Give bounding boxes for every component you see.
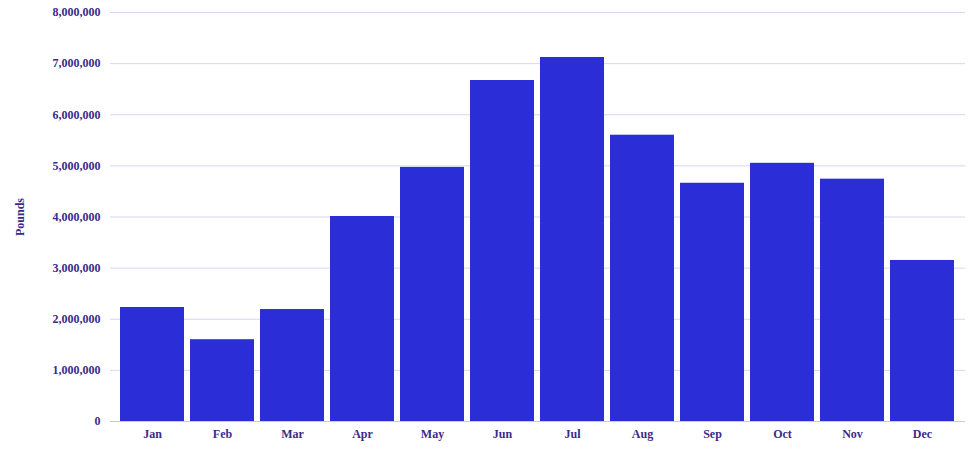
svg-text:Jul: Jul <box>564 427 581 441</box>
svg-text:Sep: Sep <box>703 427 722 441</box>
svg-text:Pounds: Pounds <box>13 198 27 236</box>
svg-text:3,000,000: 3,000,000 <box>53 261 101 275</box>
svg-text:1,000,000: 1,000,000 <box>53 363 101 377</box>
svg-text:4,000,000: 4,000,000 <box>53 210 101 224</box>
svg-text:Aug: Aug <box>632 427 653 441</box>
svg-text:0: 0 <box>95 414 101 428</box>
svg-text:7,000,000: 7,000,000 <box>53 56 101 70</box>
svg-text:Mar: Mar <box>281 427 304 441</box>
svg-text:May: May <box>421 427 444 441</box>
svg-text:Dec: Dec <box>913 427 933 441</box>
svg-text:Jan: Jan <box>143 427 162 441</box>
svg-text:5,000,000: 5,000,000 <box>53 159 101 173</box>
svg-text:2,000,000: 2,000,000 <box>53 312 101 326</box>
svg-text:8,000,000: 8,000,000 <box>53 5 101 19</box>
svg-text:Apr: Apr <box>352 427 373 441</box>
svg-text:Jun: Jun <box>493 427 513 441</box>
svg-text:Oct: Oct <box>773 427 792 441</box>
svg-text:Nov: Nov <box>842 427 863 441</box>
svg-text:Feb: Feb <box>213 427 233 441</box>
svg-text:6,000,000: 6,000,000 <box>53 108 101 122</box>
